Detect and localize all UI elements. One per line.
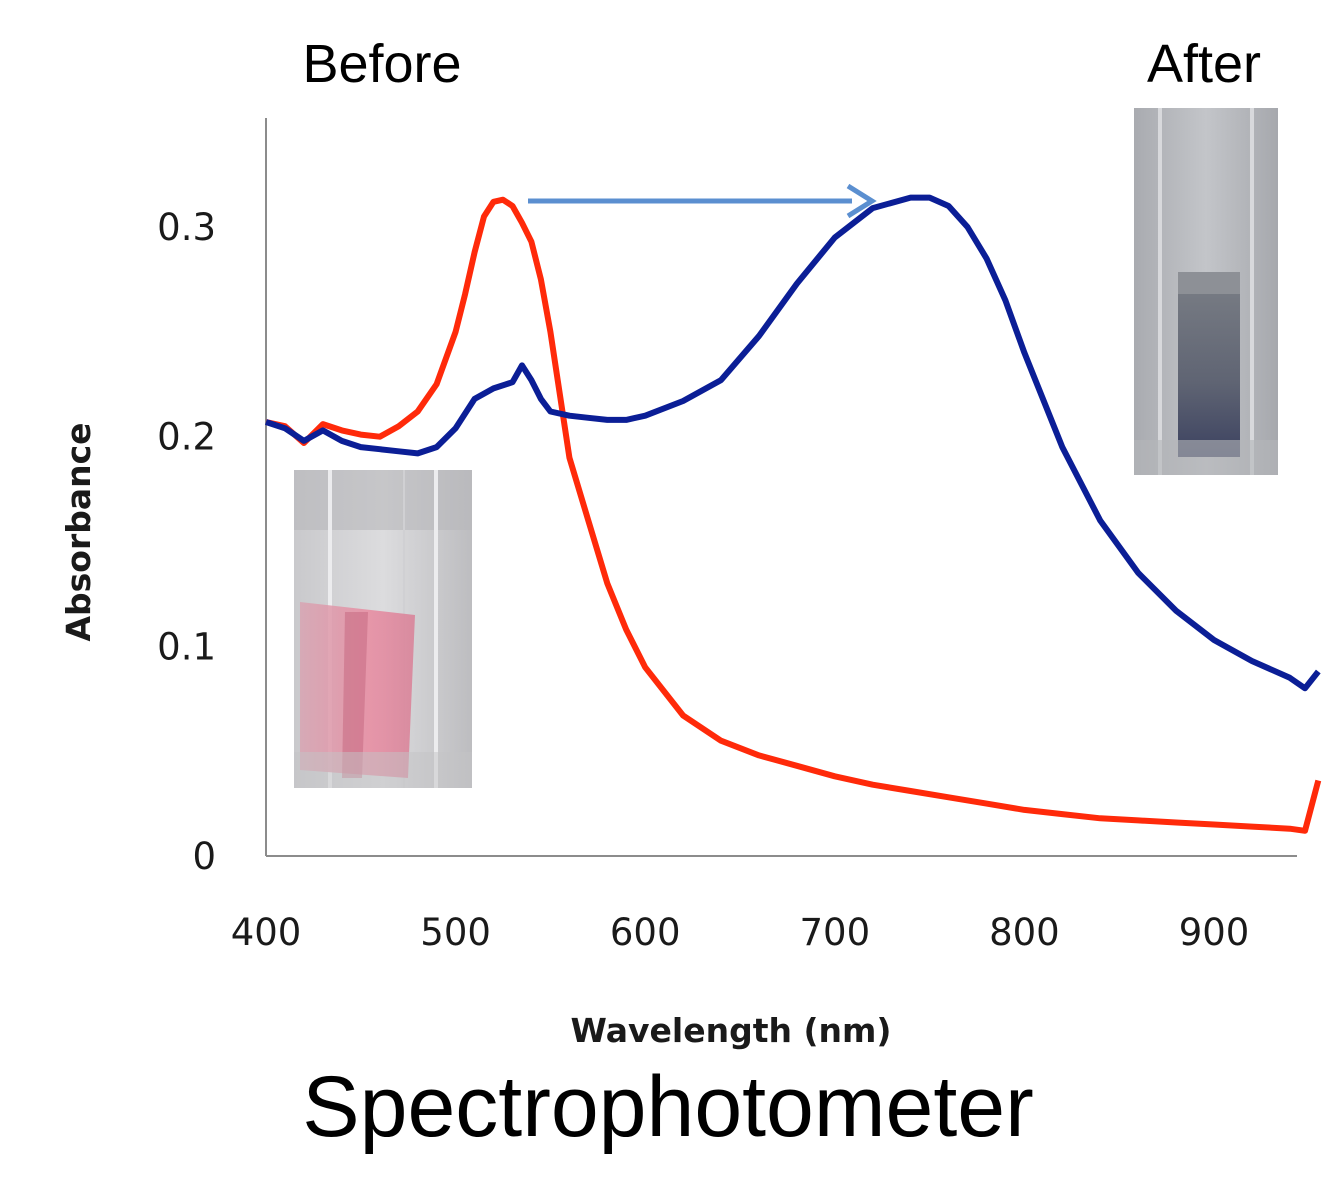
x-tick-label: 700 [799, 911, 870, 954]
before-cuvette-photo [294, 470, 472, 788]
x-tick-label: 600 [610, 911, 681, 954]
caption: Spectrophotometer [302, 1059, 1034, 1155]
x-tick-label: 800 [989, 911, 1060, 954]
x-tick-label: 500 [420, 911, 491, 954]
after-label: After [1147, 34, 1261, 94]
y-axis-title: Absorbance [59, 422, 98, 641]
x-tick-labels: 400 500 600 700 800 900 [231, 911, 1250, 954]
x-tick-label: 400 [231, 911, 302, 954]
y-tick-label: 0 [192, 835, 216, 878]
absorbance-chart: 0 0.1 0.2 0.3 400 500 600 700 800 900 Absorbance… [59, 34, 1322, 1050]
series-before-line [265, 196, 1322, 834]
before-label: Before [302, 34, 461, 94]
y-tick-label: 0.2 [157, 416, 216, 459]
series-after-line [265, 194, 1321, 692]
y-tick-label: 0.3 [157, 206, 216, 249]
shift-arrow [528, 183, 877, 219]
y-tick-labels: 0 0.1 0.2 0.3 [157, 206, 216, 878]
y-tick-label: 0.1 [157, 625, 216, 668]
x-tick-label: 900 [1179, 911, 1250, 954]
x-axis-title: Wavelength (nm) [571, 1011, 892, 1050]
after-cuvette-photo [1134, 108, 1278, 475]
